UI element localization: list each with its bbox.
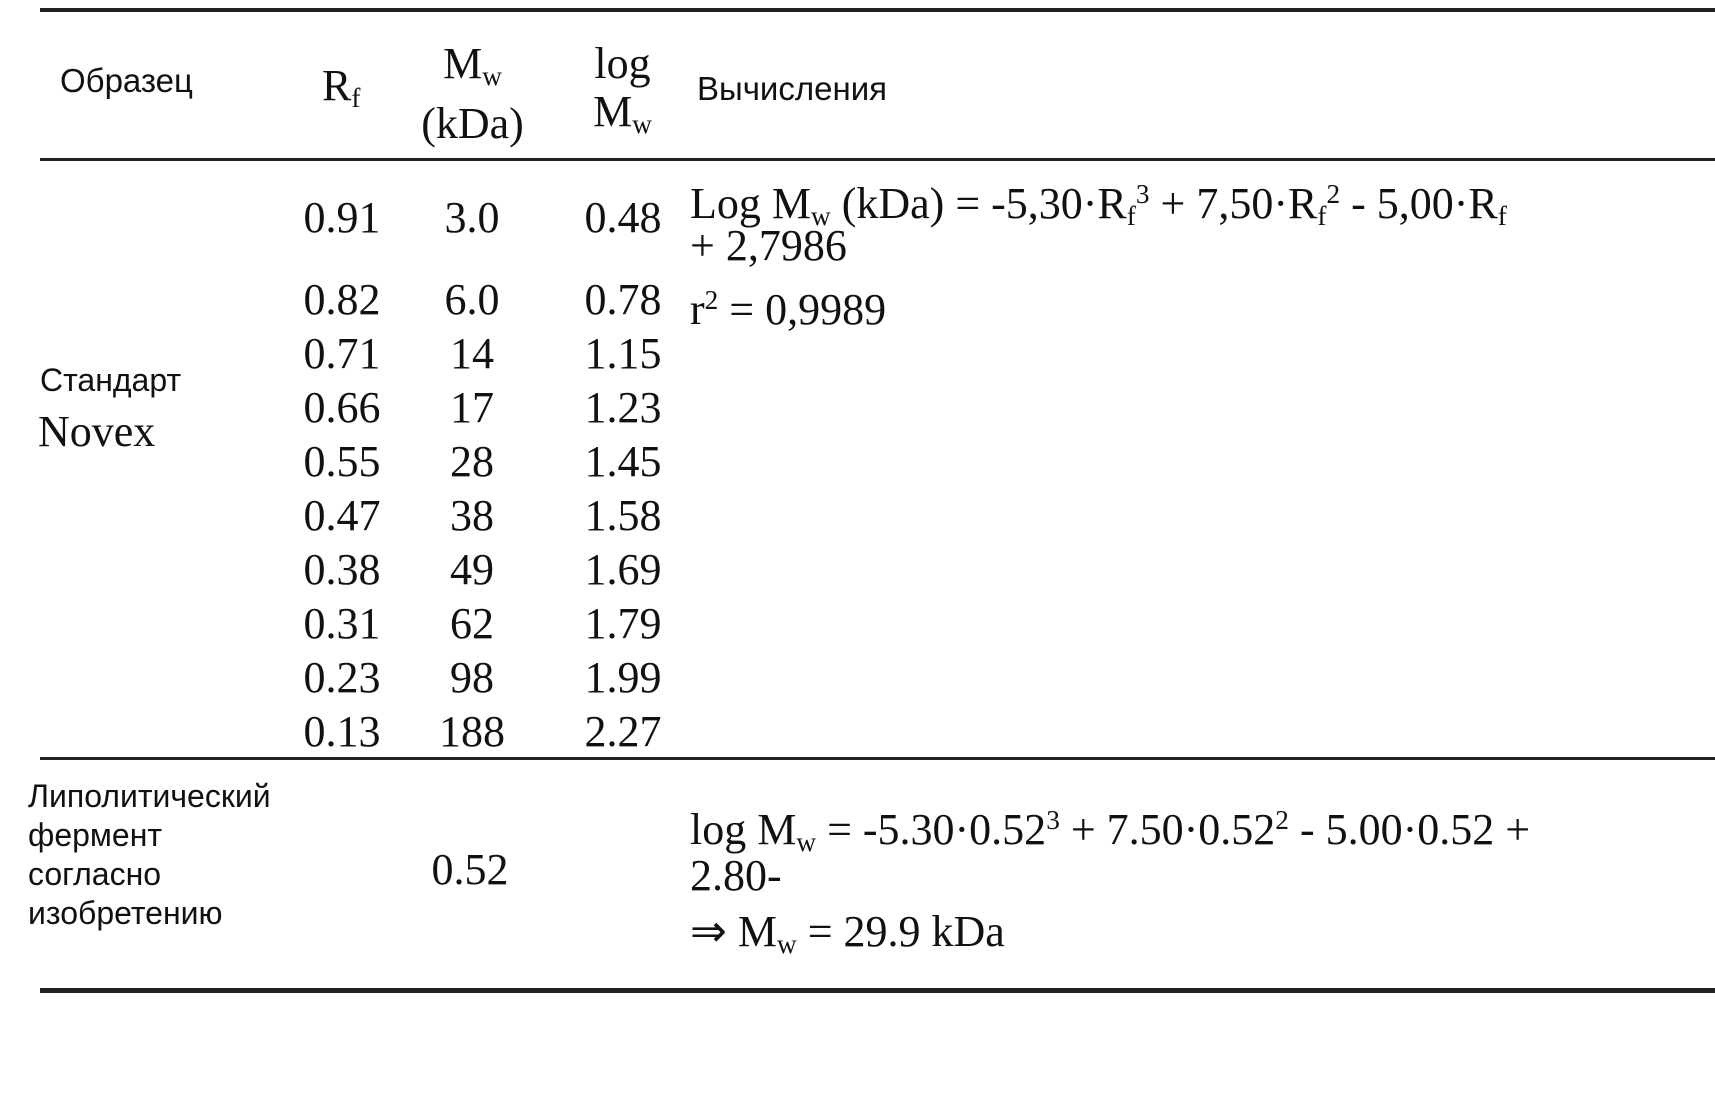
- table-cell-mw: 14: [412, 328, 532, 380]
- standard-r-squared: r2 = 0,9989: [690, 274, 886, 336]
- header-rf-main: R: [322, 61, 351, 110]
- table-cell-mw: 17: [412, 382, 532, 434]
- table-cell-logmw: 0.78: [563, 274, 683, 326]
- table-cell-rf: 0.47: [282, 490, 402, 542]
- header-mw: Mw (kDa): [400, 40, 545, 148]
- table-cell-logmw: 1.99: [563, 652, 683, 704]
- table-cell-logmw: 1.58: [563, 490, 683, 542]
- table-cell-logmw: 0.48: [563, 192, 683, 244]
- table-cell-logmw: 1.45: [563, 436, 683, 488]
- enzyme-result: ⇒ Mw = 29.9 kDa: [690, 906, 1005, 970]
- enzyme-equation-line2: 2.80-: [690, 850, 782, 902]
- table-cell-mw: 3.0: [412, 192, 532, 244]
- header-mw-line2: (kDa): [400, 100, 545, 148]
- table-cell-rf: 0.38: [282, 544, 402, 596]
- enzyme-rf-value: 0.52: [410, 844, 530, 896]
- header-logmw: log Mw: [560, 40, 685, 148]
- enzyme-label-line1: Липолитический: [28, 774, 271, 818]
- table-cell-rf: 0.55: [282, 436, 402, 488]
- table-cell-mw: 188: [412, 706, 532, 758]
- table-cell-mw: 28: [412, 436, 532, 488]
- table-cell-rf: 0.31: [282, 598, 402, 650]
- enzyme-label-line4: изобретению: [28, 891, 222, 935]
- standard-label-line2: Novex: [38, 408, 155, 456]
- table-cell-mw: 62: [412, 598, 532, 650]
- header-rf: Rf: [322, 62, 360, 122]
- table-cell-rf: 0.71: [282, 328, 402, 380]
- table-cell-rf: 0.66: [282, 382, 402, 434]
- table-cell-logmw: 1.69: [563, 544, 683, 596]
- bottom-rule: [40, 988, 1715, 993]
- enzyme-equation: log Mw = -5.30·0.523 + 7.50·0.522 - 5.00…: [690, 794, 1530, 868]
- table-cell-logmw: 1.23: [563, 382, 683, 434]
- table-cell-mw: 49: [412, 544, 532, 596]
- header-logmw-line1: log: [560, 40, 685, 88]
- table-cell-logmw: 1.79: [563, 598, 683, 650]
- header-sample: Образец: [60, 62, 193, 100]
- standard-equation-line2: + 2,7986: [690, 220, 847, 272]
- header-mw-line1: Mw: [400, 40, 545, 100]
- enzyme-label-line3: согласно: [28, 852, 161, 896]
- table-cell-mw: 38: [412, 490, 532, 542]
- header-logmw-line2: Mw: [560, 88, 685, 148]
- enzyme-label-line2: фермент: [28, 813, 162, 857]
- table-cell-mw: 98: [412, 652, 532, 704]
- table-cell-rf: 0.13: [282, 706, 402, 758]
- header-rule: [40, 158, 1715, 161]
- table-cell-rf: 0.82: [282, 274, 402, 326]
- table-cell-mw: 6.0: [412, 274, 532, 326]
- table-cell-rf: 0.91: [282, 192, 402, 244]
- top-rule: [40, 8, 1715, 12]
- standard-label-line1: Стандарт: [40, 358, 181, 402]
- header-calc: Вычисления: [697, 70, 887, 108]
- table-cell-rf: 0.23: [282, 652, 402, 704]
- header-rf-sub: f: [351, 83, 360, 113]
- table-cell-logmw: 1.15: [563, 328, 683, 380]
- table-cell-logmw: 2.27: [563, 706, 683, 758]
